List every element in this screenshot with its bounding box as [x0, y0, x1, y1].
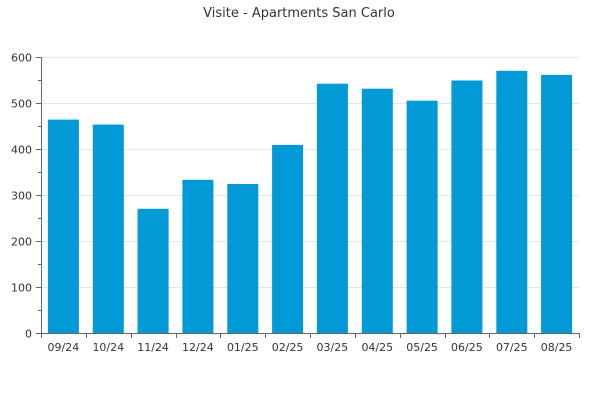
bar-04-25 — [361, 88, 393, 333]
bar-03-25 — [316, 83, 348, 333]
bar-02-25 — [272, 144, 304, 333]
bar-06-25 — [451, 80, 483, 333]
grid-lines — [41, 57, 579, 288]
y-tick-label: 400 — [11, 144, 32, 157]
x-tick-label: 02/25 — [272, 341, 304, 354]
x-tick-label: 03/25 — [317, 341, 349, 354]
x-tick-label: 08/25 — [541, 341, 573, 354]
x-tick-label: 06/25 — [451, 341, 483, 354]
x-tick-label: 10/24 — [92, 341, 124, 354]
x-tick-label: 01/25 — [227, 341, 259, 354]
bar-11-24 — [137, 208, 169, 333]
bar-05-25 — [406, 100, 438, 333]
x-tick-label: 12/24 — [182, 341, 214, 354]
x-tick-label: 04/25 — [361, 341, 393, 354]
y-tick-label: 500 — [11, 98, 32, 111]
bar-01-25 — [227, 184, 259, 333]
y-tick-label: 300 — [11, 190, 32, 203]
bar-09-24 — [47, 119, 79, 333]
bars — [47, 70, 573, 334]
bar-07-25 — [496, 70, 528, 334]
bar-08-25 — [541, 74, 573, 334]
x-tick-label: 09/24 — [48, 341, 80, 354]
y-tick-label: 200 — [11, 236, 32, 249]
x-tick-labels: 09/24 10/24 11/24 12/24 01/25 02/25 03/25 04/25… — [48, 341, 573, 354]
bar-12-24 — [182, 179, 214, 333]
x-tick-label: 07/25 — [496, 341, 528, 354]
axes — [36, 57, 580, 338]
y-tick-label: 100 — [11, 282, 32, 295]
y-tick-labels: 0 100 200 300 400 500 600 — [11, 52, 32, 341]
chart-title: Visite - Apartments San Carlo — [203, 6, 395, 21]
y-tick-label: 0 — [25, 328, 32, 341]
bar-10-24 — [92, 124, 124, 333]
x-tick-label: 11/24 — [137, 341, 169, 354]
y-tick-label: 600 — [11, 52, 32, 65]
x-tick-label: 05/25 — [406, 341, 438, 354]
